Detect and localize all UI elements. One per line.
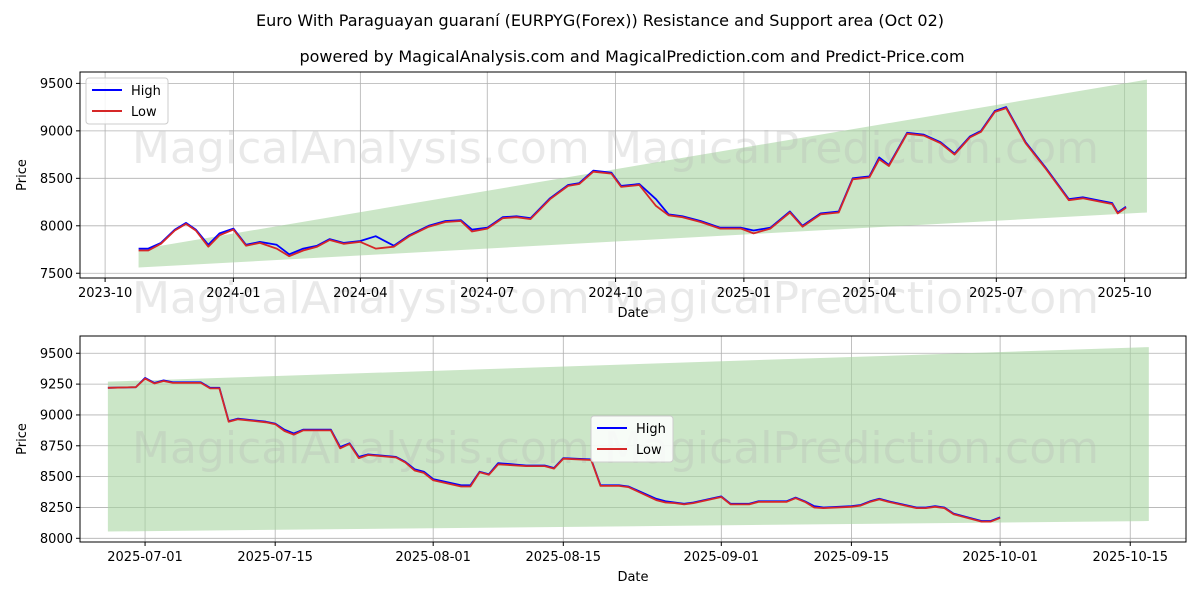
legend-label-low: Low (131, 105, 157, 120)
y-tick-label: 9250 (40, 378, 73, 393)
x-tick-label: 2025-08-01 (395, 550, 471, 565)
y-tick-label: 8000 (40, 219, 73, 234)
y-tick-label: 8750 (40, 439, 73, 454)
x-tick-label: 2025-07-15 (237, 550, 313, 565)
x-tick-label: 2025-04 (842, 286, 896, 301)
x-tick-label: 2024-01 (206, 286, 260, 301)
x-tick-label: 2025-10-15 (1092, 550, 1168, 565)
legend: High Low (85, 77, 169, 125)
x-tick-label: 2025-01 (717, 286, 771, 301)
x-tick-label: 2025-09-01 (684, 550, 760, 565)
y-tick-label: 9500 (40, 77, 73, 92)
x-axis-label: Date (617, 306, 648, 321)
x-axis-label: Date (617, 570, 648, 585)
legend-label-low: Low (636, 443, 662, 458)
top-chart-panel: MagicalAnalysis.com MagicalPrediction.com… (15, 71, 1187, 324)
watermark-text: MagicalPrediction.com (604, 123, 1099, 174)
x-tick-label: 2023-10 (78, 286, 132, 301)
y-axis-label: Price (15, 159, 30, 191)
y-tick-label: 8500 (40, 470, 73, 485)
x-tick-label: 2024-10 (588, 286, 642, 301)
y-tick-label: 8250 (40, 501, 73, 516)
bottom-chart-panel: MagicalAnalysis.com MagicalPrediction.com… (15, 335, 1187, 585)
plot-frame (79, 335, 1187, 543)
x-tick-label: 2025-07 (969, 286, 1023, 301)
x-tick-label: 2025-10-01 (962, 550, 1038, 565)
legend-label-high: High (636, 422, 666, 437)
series-line-low (138, 107, 1127, 258)
series-line-low (107, 377, 1001, 523)
chart-title: Euro With Paraguayan guaraní (EURPYG(For… (256, 11, 944, 30)
y-tick-label: 8000 (40, 532, 73, 547)
x-tick-label: 2025-07-01 (107, 550, 183, 565)
watermark-text: MagicalPrediction.com (604, 273, 1099, 324)
x-tick-label: 2025-09-15 (814, 550, 890, 565)
legend: High Low (590, 415, 674, 463)
watermark-text: MagicalPrediction.com (604, 423, 1099, 474)
watermark-text: MagicalAnalysis.com (132, 273, 590, 324)
support-resistance-band (138, 79, 1147, 268)
x-tick-label: 2025-08-15 (526, 550, 602, 565)
y-tick-label: 7500 (40, 267, 73, 282)
y-tick-label: 9000 (40, 124, 73, 139)
watermark-text: MagicalAnalysis.com (132, 123, 590, 174)
y-tick-label: 9000 (40, 408, 73, 423)
legend-label-high: High (131, 84, 161, 99)
chart-subtitle: powered by MagicalAnalysis.com and Magic… (299, 47, 964, 66)
x-tick-label: 2024-07 (460, 286, 514, 301)
x-tick-label: 2024-04 (333, 286, 387, 301)
y-tick-label: 8500 (40, 172, 73, 187)
x-tick-label: 2025-10 (1097, 286, 1151, 301)
y-tick-label: 9500 (40, 347, 73, 362)
plot-frame (79, 71, 1187, 279)
y-axis-label: Price (15, 423, 30, 455)
